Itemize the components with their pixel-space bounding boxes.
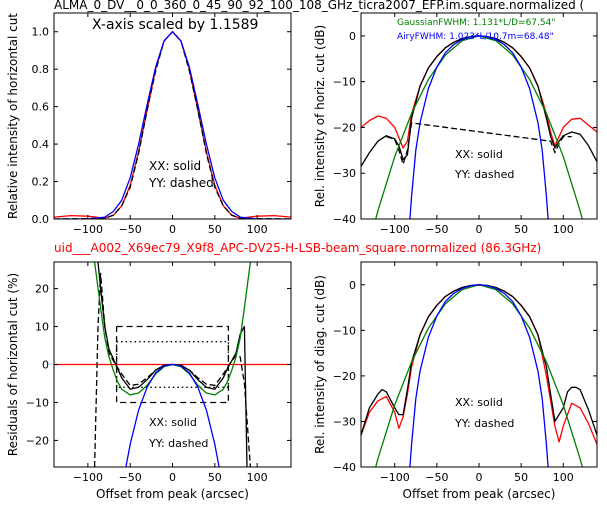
x-tick-label: 100 (553, 471, 574, 484)
series-line-black-dashed (386, 122, 572, 165)
annotation-text: YY: dashed (148, 176, 214, 190)
y-tick-label: −20 (333, 370, 356, 383)
series-group (54, 262, 291, 467)
x-tick-label: −50 (425, 471, 448, 484)
y-tick-label: −30 (333, 415, 356, 428)
figure-title: ALMA_0_DV__0_0_360_0_45_90_92_100_108_GH… (54, 0, 584, 12)
series-line-black-dashed (93, 272, 252, 467)
y-tick-label: 0 (349, 279, 356, 292)
x-tick-label: 0 (169, 223, 176, 236)
y-tick-label: 0 (349, 30, 356, 43)
x-tick-label: 100 (247, 471, 268, 484)
y-tick-label: −20 (26, 434, 49, 447)
y-tick-label: 0.0 (32, 213, 50, 226)
series-line-black-solid (361, 35, 597, 167)
series-line-blue-solid (125, 363, 220, 467)
x-tick-label: 50 (514, 471, 528, 484)
y-axis-label: Rel. intensity of horiz. cut (dB) (313, 25, 327, 207)
x-tick-label: −50 (119, 223, 142, 236)
y-axis-label: Rel. intensity of diag. cut (dB) (313, 275, 327, 454)
x-tick-label: 50 (514, 223, 528, 236)
x-tick-label: 100 (553, 223, 574, 236)
x-axis-label: Offset from peak (arcsec) (96, 487, 249, 501)
x-tick-label: 0 (476, 471, 483, 484)
y-axis-label: Residuals of horizontal cut (%) (6, 273, 20, 456)
annotation-text: XX: solid (455, 396, 503, 409)
x-tick-label: −100 (73, 223, 103, 236)
legend-entry: GaussianFWHM: 1.131*L/D=67.54" (397, 18, 555, 28)
annotation-text: XX: solid (149, 159, 201, 173)
y-tick-label: −10 (333, 324, 356, 337)
annotation-text: YY: dashed (454, 417, 514, 430)
series-line-red-solid (54, 31, 291, 219)
y-tick-label: −30 (333, 167, 356, 180)
annotation-text: YY: dashed (148, 437, 208, 450)
annotation-text: XX: solid (149, 416, 197, 429)
y-tick-label: 0.2 (32, 176, 50, 189)
axes-frame (360, 261, 598, 468)
y-tick-label: −40 (333, 213, 356, 226)
middle-title: uid___A002_X69ec79_X9f8_APC-DV25-H-LSB-b… (54, 241, 541, 255)
series-group (54, 31, 291, 219)
x-tick-label: 100 (247, 223, 268, 236)
y-tick-label: 20 (35, 283, 49, 296)
series-line-black-dotted-box (115, 341, 230, 388)
series-line-blue-solid (409, 284, 549, 467)
x-tick-label: −50 (119, 471, 142, 484)
x-tick-label: 50 (208, 471, 222, 484)
x-axis-label: Offset from peak (arcsec) (403, 487, 556, 501)
series-line-blue-solid (409, 35, 549, 219)
x-tick-label: 50 (208, 223, 222, 236)
y-tick-label: 0.8 (32, 63, 50, 76)
y-tick-label: 0.6 (32, 101, 50, 114)
y-tick-label: −10 (333, 76, 356, 89)
y-tick-label: 10 (35, 321, 49, 334)
series-line-blue-solid (54, 31, 291, 219)
legend-entry: AiryFWHM: 1.023*L/10.7m=68.48" (397, 32, 554, 42)
annotation-text: X-axis scaled by 1.1589 (92, 17, 258, 33)
y-axis-label: Relative intensity of horizontal cut (6, 13, 20, 219)
annotation-text: XX: solid (455, 148, 503, 161)
series-line-green-solid (93, 262, 252, 396)
x-tick-label: −100 (73, 471, 103, 484)
x-tick-label: 0 (476, 223, 483, 236)
axes-frame (360, 12, 598, 220)
series-line-black-dashed (54, 31, 291, 219)
y-tick-label: −40 (333, 461, 356, 474)
y-tick-label: 1.0 (32, 26, 50, 39)
x-tick-label: −50 (425, 223, 448, 236)
x-tick-label: 0 (169, 471, 176, 484)
y-tick-label: −10 (26, 396, 49, 409)
annotation-text: YY: dashed (454, 168, 514, 181)
x-tick-label: −100 (380, 223, 410, 236)
y-tick-label: −20 (333, 121, 356, 134)
y-tick-label: 0.4 (32, 138, 50, 151)
series-line-black-solid (361, 284, 597, 436)
y-tick-label: 0 (42, 359, 49, 372)
panel-top-left: −100 −50 0 50 100 0.0 0.2 0.4 0.6 0.8 1.0 Relative … (6, 12, 292, 236)
series-group (361, 35, 597, 219)
series-group (361, 284, 597, 467)
x-tick-label: −100 (380, 471, 410, 484)
